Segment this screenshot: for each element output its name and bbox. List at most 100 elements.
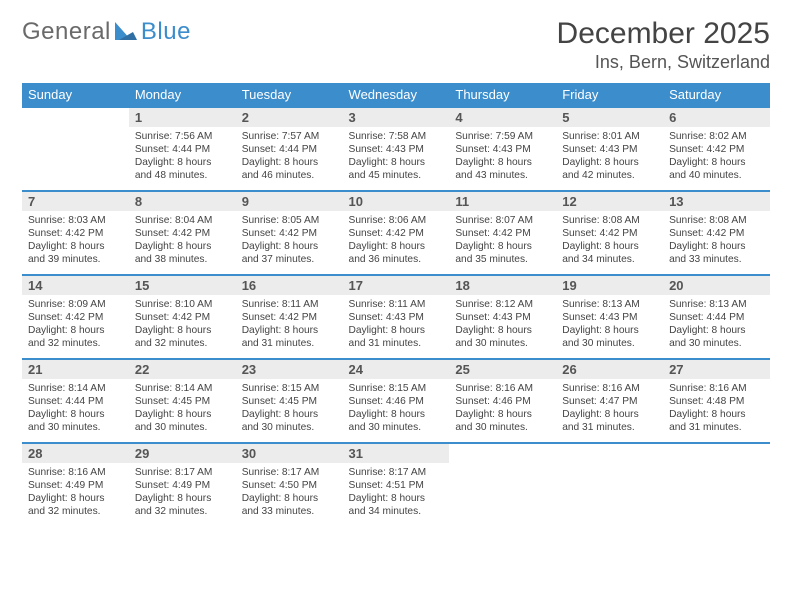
calendar-day-cell: 25Sunrise: 8:16 AMSunset: 4:46 PMDayligh… — [449, 359, 556, 443]
calendar-day-cell: 6Sunrise: 8:02 AMSunset: 4:42 PMDaylight… — [663, 107, 770, 191]
logo-sail-icon — [113, 20, 139, 42]
calendar-day-cell: 4Sunrise: 7:59 AMSunset: 4:43 PMDaylight… — [449, 107, 556, 191]
calendar-day-cell: 0 — [556, 443, 663, 526]
day-number: 18 — [449, 276, 556, 295]
calendar-day-cell: 13Sunrise: 8:08 AMSunset: 4:42 PMDayligh… — [663, 191, 770, 275]
day-number: 9 — [236, 192, 343, 211]
day-detail: Sunrise: 8:08 AMSunset: 4:42 PMDaylight:… — [663, 211, 770, 274]
calendar-day-cell: 27Sunrise: 8:16 AMSunset: 4:48 PMDayligh… — [663, 359, 770, 443]
day-number: 28 — [22, 444, 129, 463]
day-number: 7 — [22, 192, 129, 211]
calendar-table: SundayMondayTuesdayWednesdayThursdayFrid… — [22, 83, 770, 527]
day-number: 25 — [449, 360, 556, 379]
day-number: 27 — [663, 360, 770, 379]
calendar-day-cell: 10Sunrise: 8:06 AMSunset: 4:42 PMDayligh… — [343, 191, 450, 275]
day-number: 21 — [22, 360, 129, 379]
calendar-day-cell: 5Sunrise: 8:01 AMSunset: 4:43 PMDaylight… — [556, 107, 663, 191]
weekday-header: Thursday — [449, 83, 556, 107]
day-number: 26 — [556, 360, 663, 379]
calendar-day-cell: 3Sunrise: 7:58 AMSunset: 4:43 PMDaylight… — [343, 107, 450, 191]
calendar-day-cell: 28Sunrise: 8:16 AMSunset: 4:49 PMDayligh… — [22, 443, 129, 526]
day-number: 3 — [343, 108, 450, 127]
calendar-day-cell: 17Sunrise: 8:11 AMSunset: 4:43 PMDayligh… — [343, 275, 450, 359]
day-detail: Sunrise: 7:59 AMSunset: 4:43 PMDaylight:… — [449, 127, 556, 190]
weekday-header: Tuesday — [236, 83, 343, 107]
calendar-day-cell: 9Sunrise: 8:05 AMSunset: 4:42 PMDaylight… — [236, 191, 343, 275]
weekday-header-row: SundayMondayTuesdayWednesdayThursdayFrid… — [22, 83, 770, 107]
day-number: 10 — [343, 192, 450, 211]
calendar-day-cell: 0 — [663, 443, 770, 526]
calendar-day-cell: 0 — [449, 443, 556, 526]
day-detail: Sunrise: 8:11 AMSunset: 4:42 PMDaylight:… — [236, 295, 343, 358]
day-detail: Sunrise: 8:10 AMSunset: 4:42 PMDaylight:… — [129, 295, 236, 358]
day-number: 14 — [22, 276, 129, 295]
day-number: 13 — [663, 192, 770, 211]
calendar-week: 0 1Sunrise: 7:56 AMSunset: 4:44 PMDaylig… — [22, 107, 770, 191]
weekday-header: Saturday — [663, 83, 770, 107]
day-detail: Sunrise: 8:07 AMSunset: 4:42 PMDaylight:… — [449, 211, 556, 274]
calendar-day-cell: 23Sunrise: 8:15 AMSunset: 4:45 PMDayligh… — [236, 359, 343, 443]
day-detail: Sunrise: 7:58 AMSunset: 4:43 PMDaylight:… — [343, 127, 450, 190]
day-number: 8 — [129, 192, 236, 211]
location-label: Ins, Bern, Switzerland — [557, 52, 770, 73]
day-number: 15 — [129, 276, 236, 295]
day-number: 6 — [663, 108, 770, 127]
day-detail: Sunrise: 8:06 AMSunset: 4:42 PMDaylight:… — [343, 211, 450, 274]
day-number: 5 — [556, 108, 663, 127]
day-detail: Sunrise: 7:57 AMSunset: 4:44 PMDaylight:… — [236, 127, 343, 190]
day-detail: Sunrise: 8:05 AMSunset: 4:42 PMDaylight:… — [236, 211, 343, 274]
logo-text-blue: Blue — [141, 18, 191, 46]
day-number: 2 — [236, 108, 343, 127]
day-number: 11 — [449, 192, 556, 211]
day-detail: Sunrise: 8:03 AMSunset: 4:42 PMDaylight:… — [22, 211, 129, 274]
day-detail: Sunrise: 8:16 AMSunset: 4:48 PMDaylight:… — [663, 379, 770, 442]
logo-text-general: General — [22, 18, 111, 46]
calendar-day-cell: 18Sunrise: 8:12 AMSunset: 4:43 PMDayligh… — [449, 275, 556, 359]
calendar-day-cell: 26Sunrise: 8:16 AMSunset: 4:47 PMDayligh… — [556, 359, 663, 443]
day-detail: Sunrise: 8:14 AMSunset: 4:45 PMDaylight:… — [129, 379, 236, 442]
day-detail: Sunrise: 8:02 AMSunset: 4:42 PMDaylight:… — [663, 127, 770, 190]
calendar-day-cell: 21Sunrise: 8:14 AMSunset: 4:44 PMDayligh… — [22, 359, 129, 443]
weekday-header: Wednesday — [343, 83, 450, 107]
day-detail: Sunrise: 8:13 AMSunset: 4:43 PMDaylight:… — [556, 295, 663, 358]
day-detail: Sunrise: 8:17 AMSunset: 4:49 PMDaylight:… — [129, 463, 236, 526]
day-number: 12 — [556, 192, 663, 211]
calendar-day-cell: 0 — [22, 107, 129, 191]
calendar-body: 0 1Sunrise: 7:56 AMSunset: 4:44 PMDaylig… — [22, 107, 770, 527]
day-number: 24 — [343, 360, 450, 379]
day-number: 19 — [556, 276, 663, 295]
logo: General Blue — [22, 18, 191, 46]
day-detail: Sunrise: 8:04 AMSunset: 4:42 PMDaylight:… — [129, 211, 236, 274]
calendar-day-cell: 11Sunrise: 8:07 AMSunset: 4:42 PMDayligh… — [449, 191, 556, 275]
calendar-day-cell: 16Sunrise: 8:11 AMSunset: 4:42 PMDayligh… — [236, 275, 343, 359]
calendar-day-cell: 29Sunrise: 8:17 AMSunset: 4:49 PMDayligh… — [129, 443, 236, 526]
day-detail: Sunrise: 8:15 AMSunset: 4:45 PMDaylight:… — [236, 379, 343, 442]
calendar-day-cell: 8Sunrise: 8:04 AMSunset: 4:42 PMDaylight… — [129, 191, 236, 275]
day-detail: Sunrise: 8:13 AMSunset: 4:44 PMDaylight:… — [663, 295, 770, 358]
calendar-day-cell: 1Sunrise: 7:56 AMSunset: 4:44 PMDaylight… — [129, 107, 236, 191]
calendar-day-cell: 22Sunrise: 8:14 AMSunset: 4:45 PMDayligh… — [129, 359, 236, 443]
weekday-header: Monday — [129, 83, 236, 107]
day-detail: Sunrise: 8:09 AMSunset: 4:42 PMDaylight:… — [22, 295, 129, 358]
calendar-day-cell: 24Sunrise: 8:15 AMSunset: 4:46 PMDayligh… — [343, 359, 450, 443]
day-detail: Sunrise: 8:14 AMSunset: 4:44 PMDaylight:… — [22, 379, 129, 442]
calendar-day-cell: 7Sunrise: 8:03 AMSunset: 4:42 PMDaylight… — [22, 191, 129, 275]
calendar-day-cell: 12Sunrise: 8:08 AMSunset: 4:42 PMDayligh… — [556, 191, 663, 275]
calendar-day-cell: 2Sunrise: 7:57 AMSunset: 4:44 PMDaylight… — [236, 107, 343, 191]
weekday-header: Sunday — [22, 83, 129, 107]
calendar-day-cell: 14Sunrise: 8:09 AMSunset: 4:42 PMDayligh… — [22, 275, 129, 359]
day-detail: Sunrise: 8:16 AMSunset: 4:49 PMDaylight:… — [22, 463, 129, 526]
calendar-week: 28Sunrise: 8:16 AMSunset: 4:49 PMDayligh… — [22, 443, 770, 526]
calendar-day-cell: 15Sunrise: 8:10 AMSunset: 4:42 PMDayligh… — [129, 275, 236, 359]
day-detail: Sunrise: 8:15 AMSunset: 4:46 PMDaylight:… — [343, 379, 450, 442]
day-number: 31 — [343, 444, 450, 463]
day-detail: Sunrise: 8:16 AMSunset: 4:47 PMDaylight:… — [556, 379, 663, 442]
day-detail: Sunrise: 8:16 AMSunset: 4:46 PMDaylight:… — [449, 379, 556, 442]
calendar-week: 21Sunrise: 8:14 AMSunset: 4:44 PMDayligh… — [22, 359, 770, 443]
calendar-week: 14Sunrise: 8:09 AMSunset: 4:42 PMDayligh… — [22, 275, 770, 359]
weekday-header: Friday — [556, 83, 663, 107]
page-title: December 2025 — [557, 18, 770, 50]
calendar-day-cell: 30Sunrise: 8:17 AMSunset: 4:50 PMDayligh… — [236, 443, 343, 526]
day-number: 30 — [236, 444, 343, 463]
day-number: 22 — [129, 360, 236, 379]
